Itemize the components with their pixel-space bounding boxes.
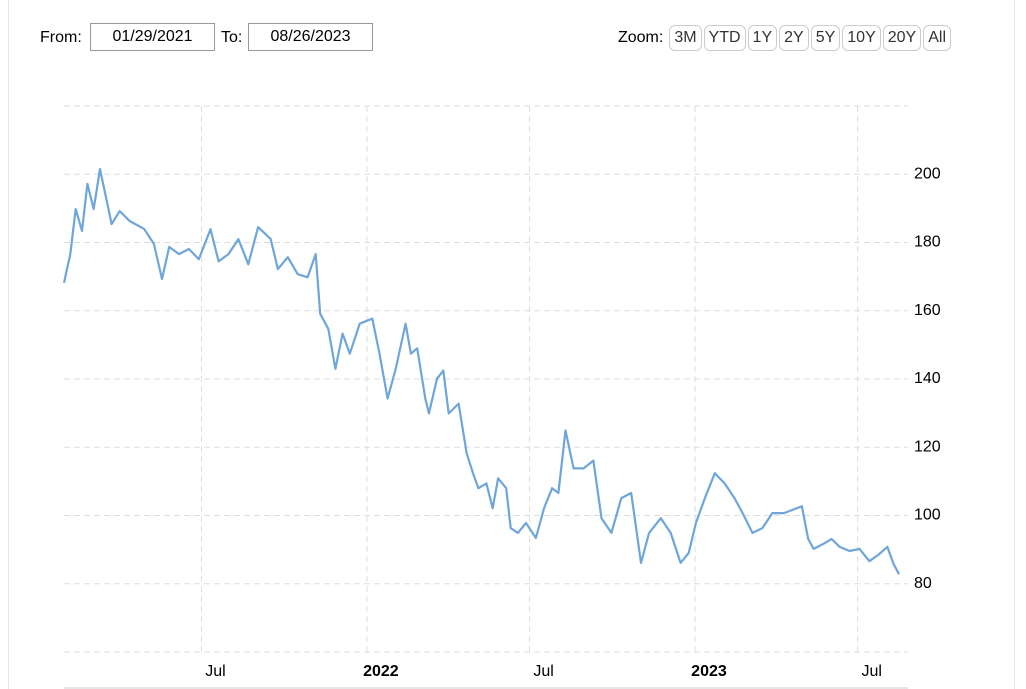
x-tick-label: Jul	[533, 663, 553, 680]
zoom-button[interactable]: All	[923, 25, 951, 51]
price-line	[62, 168, 900, 575]
zoom-button[interactable]: 1Y	[747, 25, 778, 51]
y-tick-label: 160	[914, 302, 941, 319]
y-tick-label: 180	[914, 234, 941, 251]
x-tick-label: 2022	[363, 663, 399, 680]
zoom-button[interactable]: 20Y	[882, 25, 922, 51]
zoom-button[interactable]: YTD	[703, 25, 746, 51]
x-tick-label: 2023	[691, 663, 727, 680]
x-tick-label: Jul	[205, 663, 225, 680]
y-tick-label: 100	[914, 507, 941, 524]
zoom-label: Zoom:	[617, 29, 664, 46]
y-tick-label: 120	[914, 438, 941, 455]
from-label: From:	[40, 29, 82, 46]
y-tick-label: 140	[914, 370, 941, 387]
from-input[interactable]: 01/29/2021	[90, 23, 215, 51]
zoom-bar: Zoom: 3M YTD 1Y 2Y 5Y 10Y 20Y All	[618, 25, 951, 51]
x-tick-label: Jul	[861, 663, 881, 680]
y-tick-label: 200	[914, 165, 941, 182]
zoom-button[interactable]: 3M	[669, 25, 702, 51]
to-label: To:	[221, 29, 243, 46]
frame	[8, 0, 1015, 689]
zoom-button[interactable]: 5Y	[810, 25, 841, 51]
zoom-button[interactable]: 2Y	[779, 25, 809, 51]
to-input[interactable]: 08/26/2023	[248, 23, 373, 51]
zoom-button[interactable]: 10Y	[842, 25, 881, 51]
y-tick-label: 80	[914, 575, 932, 592]
